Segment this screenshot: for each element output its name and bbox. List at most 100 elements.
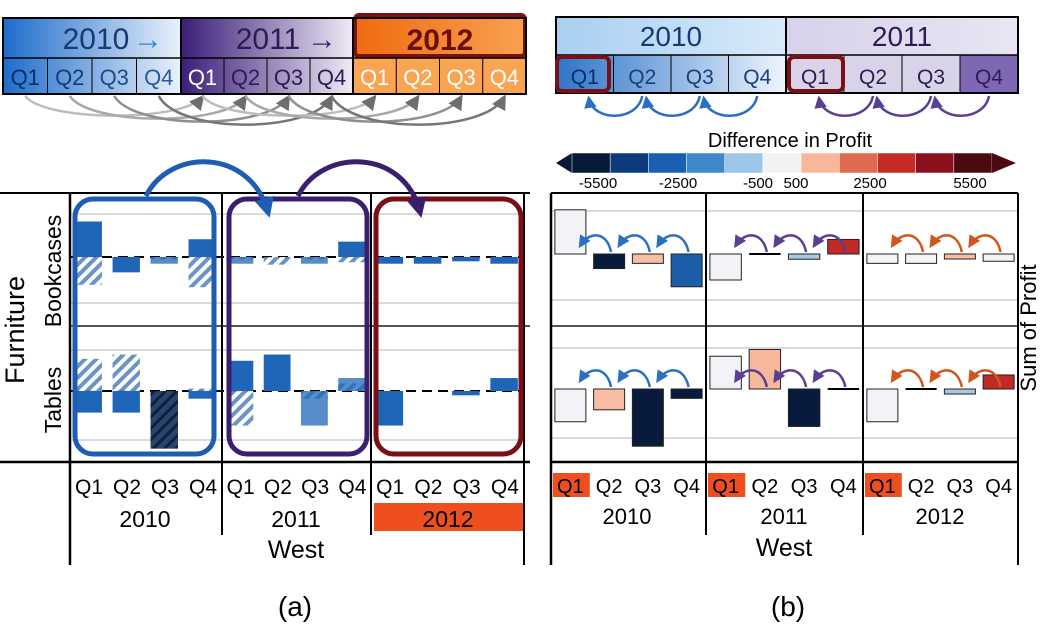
year-box-2011[interactable] [226, 196, 370, 457]
quarter-label[interactable]: Q1 [188, 65, 217, 90]
quarter-label-b[interactable]: Q1 [801, 66, 829, 89]
q1-highlight [553, 473, 590, 497]
quarter-label-b[interactable]: Q2 [628, 66, 656, 89]
quarter-label[interactable]: Q4 [317, 65, 346, 90]
bar-tables[interactable] [300, 391, 328, 426]
legend-ticks: -5500 -2500 -500 500 2500 5500 [579, 175, 987, 192]
year-box-2012[interactable] [373, 196, 524, 457]
bar-bookcases[interactable] [74, 221, 102, 257]
bar-tables[interactable] [452, 391, 480, 396]
x-quarter-label: Q1 [227, 476, 255, 499]
bar-tables[interactable] [375, 391, 404, 426]
quarter-diff-arrows-b [584, 95, 991, 117]
quarter-label[interactable]: Q2 [231, 65, 260, 90]
quarter-label[interactable]: Q2 [55, 65, 84, 90]
year-header-2010[interactable] [3, 18, 181, 58]
legend-swatch [609, 152, 649, 174]
diff-bar-tables[interactable] [943, 388, 976, 395]
diff-bar-tables[interactable] [670, 388, 703, 399]
diff-bar-tables[interactable] [554, 388, 587, 423]
x-quarter-label: Q4 [189, 476, 217, 499]
legend-tick: -5500 [579, 175, 617, 192]
bar-bookcases[interactable] [375, 257, 404, 264]
diff-bar-bookcases[interactable] [866, 253, 899, 264]
diff-bar-bookcases[interactable] [787, 253, 821, 260]
diff-bar-tables[interactable] [866, 388, 899, 423]
bar-tables[interactable] [150, 391, 178, 449]
bar-bookcases[interactable] [112, 257, 140, 273]
diff-arrow [929, 234, 964, 253]
quarter-label-b[interactable]: Q4 [975, 66, 1003, 89]
timeline-b: 2010 2011 Q1 Q2 Q3 Q4 Q1 Q2 Q3 Q4 [555, 16, 1019, 117]
bar-bookcases[interactable] [300, 257, 328, 264]
quarter-label[interactable]: Q3 [100, 65, 129, 90]
quarter-label-b[interactable]: Q3 [917, 66, 945, 89]
quarter-label-b[interactable]: Q3 [686, 66, 714, 89]
bar-bookcases[interactable] [490, 257, 518, 264]
bar-bookcases[interactable] [188, 239, 216, 257]
bar-tables[interactable] [338, 378, 366, 391]
quarter-label[interactable]: Q4 [144, 65, 173, 90]
bar-bookcases[interactable] [413, 257, 442, 264]
diff-bar-bookcases[interactable] [709, 253, 742, 281]
quarter-diff-arrow [584, 95, 644, 117]
quarter-diff-arrow [930, 95, 991, 117]
bar-tables[interactable] [112, 391, 140, 413]
diff-bar-tables[interactable] [787, 388, 821, 427]
year-header-2012[interactable] [353, 18, 526, 58]
year-2010-label: 2010 [63, 23, 130, 56]
diff-arrow [968, 369, 1002, 388]
legend-swatch [686, 152, 725, 174]
legend-swatch [724, 152, 764, 174]
quarter-label[interactable]: Q1 [360, 65, 389, 90]
year-header-2010-b[interactable] [556, 17, 786, 55]
bar-tables[interactable] [188, 391, 216, 399]
bar-bookcases[interactable] [338, 241, 366, 257]
overlay-bar-bookcases [263, 257, 291, 265]
quarter-label[interactable]: Q1 [11, 65, 40, 90]
quarter-label[interactable]: Q3 [446, 65, 475, 90]
quarter-label[interactable]: Q4 [490, 65, 519, 90]
quarter-label[interactable]: Q3 [274, 65, 303, 90]
bars-a [70, 221, 524, 449]
legend-swatch [762, 152, 802, 174]
quarter-cells-a: Q1 Q2 Q3 Q4 Q1 Q2 Q3 Q4 Q1 Q2 Q3 Q4 [11, 58, 519, 94]
year-header-2011[interactable] [181, 18, 353, 58]
bar-tables[interactable] [263, 354, 291, 391]
bar-bookcases[interactable] [150, 257, 178, 264]
year-box-2010[interactable] [72, 196, 217, 457]
diff-bar-tables[interactable] [593, 388, 626, 411]
x-quarter-label-b: Q1 [712, 476, 739, 498]
x-quarter-label-b: Q2 [908, 476, 935, 498]
quarter-label-b[interactable]: Q2 [859, 66, 887, 89]
bar-tables[interactable] [74, 391, 102, 413]
bar-tables[interactable] [490, 378, 518, 391]
x-quarter-label-b: Q2 [752, 476, 779, 498]
diff-bar-tables[interactable] [631, 388, 664, 447]
diff-bar-bookcases[interactable] [670, 253, 703, 288]
legend-tick: -500 [743, 175, 773, 192]
gridlines-b [551, 210, 1018, 439]
x-year-2011: 2011 [271, 506, 320, 532]
shift-arrow-2010-2011 [143, 159, 274, 218]
x-year-2010: 2010 [119, 506, 170, 532]
quarter-label[interactable]: Q2 [403, 65, 432, 90]
bar-bookcases[interactable] [452, 257, 480, 262]
quarter-label-b[interactable]: Q1 [571, 66, 599, 89]
quarter-label-b[interactable]: Q4 [743, 66, 771, 89]
diff-bar-bookcases[interactable] [593, 253, 626, 270]
x-quarter-label: Q2 [414, 476, 442, 499]
diff-bar-bookcases[interactable] [982, 253, 1015, 262]
diff-bar-bookcases[interactable] [943, 253, 976, 260]
diff-bar-bookcases[interactable] [554, 209, 587, 255]
diff-bar-tables[interactable] [709, 355, 742, 390]
diff-arrow [890, 234, 925, 253]
diff-arrow [812, 234, 847, 253]
diff-bar-bookcases[interactable] [905, 253, 938, 264]
diff-bar-bookcases[interactable] [631, 253, 664, 264]
bar-bookcases[interactable] [226, 257, 254, 264]
quarter-diff-arrow [699, 95, 759, 117]
year-header-2011-b[interactable] [786, 17, 1018, 55]
x-quarter-label: Q1 [75, 476, 103, 499]
